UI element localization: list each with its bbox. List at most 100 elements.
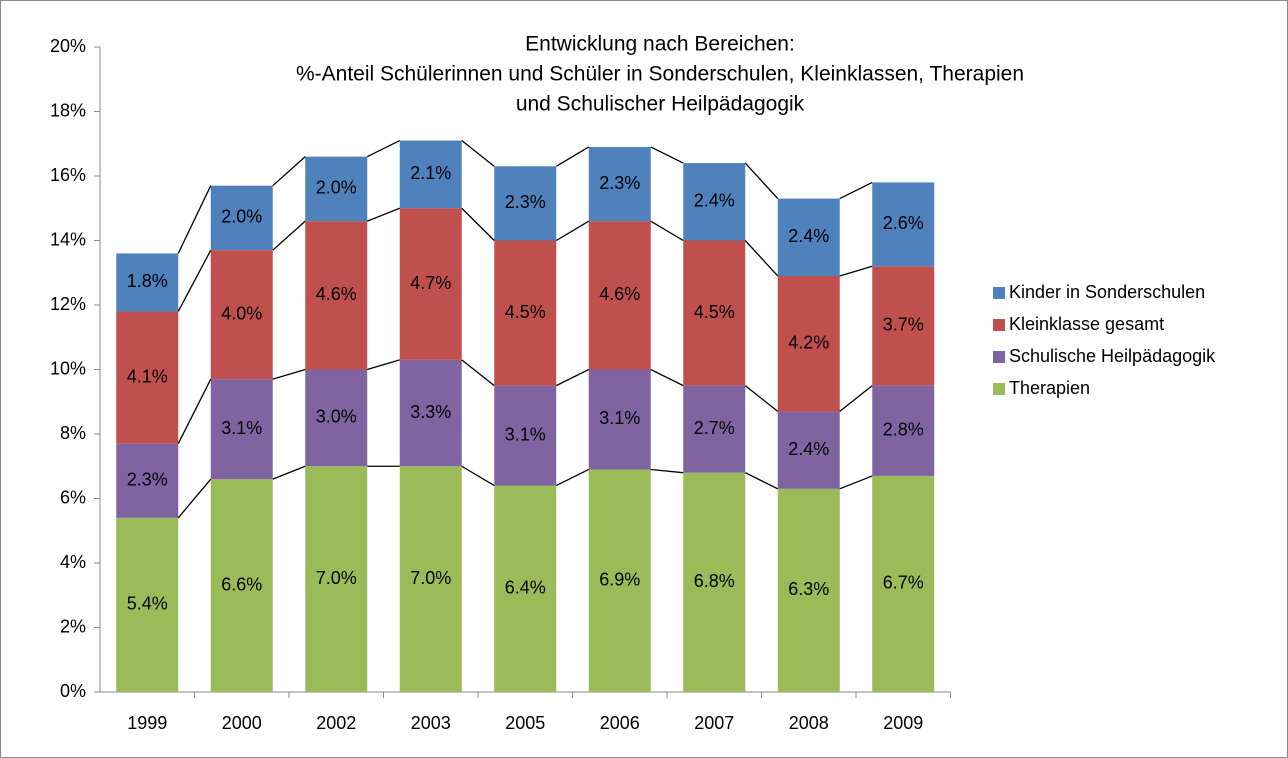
data-label: 2.3%	[599, 173, 640, 193]
data-label: 2.4%	[788, 226, 829, 246]
bar-segment	[210, 185, 273, 251]
series-line	[272, 368, 306, 380]
x-tick-label: 2008	[789, 713, 829, 733]
bar-segment	[494, 240, 557, 386]
data-label: 4.0%	[221, 303, 262, 323]
data-label: 2.8%	[883, 420, 924, 440]
data-label: 2.6%	[883, 213, 924, 233]
data-label: 7.0%	[316, 568, 357, 588]
data-label: 4.6%	[316, 284, 357, 304]
series-line	[461, 140, 495, 167]
series-line	[555, 468, 590, 487]
data-label: 2.3%	[505, 192, 546, 212]
legend-swatch	[993, 383, 1005, 395]
x-tick-label: 1999	[127, 713, 167, 733]
series-line	[839, 181, 873, 200]
legend-swatch	[993, 351, 1005, 363]
series-line	[461, 359, 495, 387]
bar-segment	[399, 466, 462, 692]
bar-segment	[116, 253, 179, 312]
series-line	[555, 146, 590, 167]
series-line	[177, 185, 212, 254]
data-label: 2.3%	[127, 470, 168, 490]
series-line	[272, 220, 306, 251]
bar-segment	[494, 485, 557, 692]
chart-title: %-Anteil Schülerinnen und Schüler in Son…	[296, 63, 1024, 86]
series-line	[839, 385, 873, 412]
series-line	[272, 465, 306, 480]
bar-segment	[872, 182, 935, 267]
bar-segment	[872, 266, 935, 386]
series-line	[744, 385, 779, 412]
y-tick-label: 12%	[50, 294, 86, 314]
series-line	[177, 378, 212, 444]
y-tick-label: 10%	[50, 358, 86, 378]
legend-label: Kleinklasse gesamt	[1009, 314, 1164, 334]
bar-segment	[210, 250, 273, 380]
bar-segment	[494, 385, 557, 486]
series-line	[461, 465, 495, 487]
series-line	[177, 478, 212, 519]
bar-segment	[683, 385, 746, 473]
data-label: 2.1%	[410, 163, 451, 183]
series-line	[177, 249, 212, 312]
bar-segment	[305, 221, 368, 370]
x-tick-label: 2002	[316, 713, 356, 733]
data-label: 6.8%	[694, 571, 735, 591]
x-tick-label: 2009	[883, 713, 923, 733]
bar-segment	[399, 208, 462, 360]
bar-segment	[683, 163, 746, 241]
y-tick-label: 20%	[50, 36, 86, 56]
bar-segment	[399, 359, 462, 467]
bar-segment	[588, 369, 651, 470]
y-tick-label: 4%	[60, 552, 86, 572]
bar-segment	[494, 166, 557, 241]
data-label: 4.6%	[599, 284, 640, 304]
legend-label: Schulische Heilpädagogik	[1009, 346, 1216, 366]
legend-swatch	[993, 287, 1005, 299]
legend-label: Therapien	[1009, 378, 1090, 398]
series-line	[272, 156, 306, 187]
y-tick-label: 0%	[60, 681, 86, 701]
legend-label: Kinder in Sonderschulen	[1009, 282, 1205, 302]
series-line	[650, 220, 684, 242]
y-tick-label: 8%	[60, 423, 86, 443]
series-line	[461, 207, 495, 241]
series-line	[839, 265, 873, 277]
data-label: 2.0%	[221, 207, 262, 227]
series-line	[650, 368, 684, 387]
y-tick-label: 16%	[50, 165, 86, 185]
bar-segment	[305, 156, 368, 222]
data-label: 3.0%	[316, 407, 357, 427]
bar-segment	[872, 385, 935, 476]
y-tick-label: 2%	[60, 616, 86, 636]
data-label: 6.6%	[221, 574, 262, 594]
legend-swatch	[993, 319, 1005, 331]
bar-segment	[683, 240, 746, 386]
series-line	[650, 146, 684, 164]
bar-segment	[588, 469, 651, 692]
bar-segment	[305, 369, 368, 467]
x-tick-label: 2005	[505, 713, 545, 733]
bar-segment	[399, 140, 462, 209]
series-line	[839, 475, 873, 490]
series-line	[650, 468, 684, 474]
series-line	[555, 220, 590, 242]
series-line	[744, 472, 779, 490]
series-line	[366, 139, 401, 158]
y-tick-label: 6%	[60, 487, 86, 507]
bar-segment	[588, 221, 651, 370]
chart-title: Entwicklung nach Bereichen:	[525, 33, 795, 56]
bar-segment	[116, 311, 179, 444]
bar-segment	[777, 275, 840, 412]
bar-segment	[210, 379, 273, 480]
data-label: 6.9%	[599, 569, 640, 589]
bar-segment	[116, 517, 179, 692]
data-label: 6.4%	[505, 578, 546, 598]
data-label: 3.7%	[883, 315, 924, 335]
series-line	[367, 207, 400, 222]
data-label: 2.7%	[694, 418, 735, 438]
series-line	[555, 368, 590, 387]
data-label: 2.0%	[316, 178, 357, 198]
